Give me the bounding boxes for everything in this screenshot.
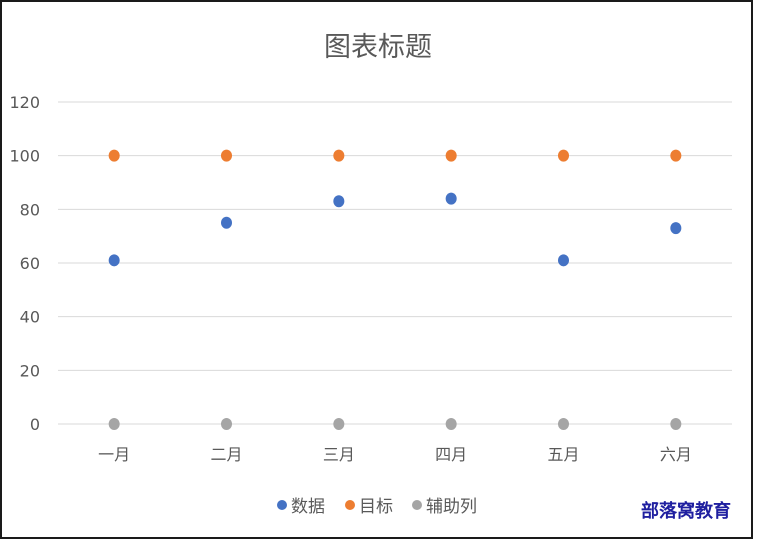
- watermark-logo: 部落窝教育: [641, 501, 731, 522]
- x-tick-label: 四月: [435, 445, 467, 464]
- point-series0-2: [333, 195, 345, 208]
- point-series0-3: [445, 192, 457, 205]
- point-series2-5: [670, 418, 682, 430]
- legend-marker: [412, 500, 422, 510]
- y-tick-label: 120: [9, 93, 40, 112]
- legend: 数据 目标 辅助列: [277, 497, 477, 517]
- point-series2-2: [333, 418, 345, 430]
- x-tick-label: 六月: [660, 445, 692, 464]
- chart-title: 图表标题: [324, 32, 432, 63]
- point-series1-5: [670, 149, 682, 162]
- y-tick-label: 60: [20, 254, 40, 273]
- point-series1-3: [445, 149, 457, 162]
- point-series2-3: [445, 418, 457, 430]
- scatter-chart: 图表标题 0 20 40 60 80 100 120 一月 二月 三月 四月 五月 六月 数据 目标 辅助…: [9, 32, 732, 517]
- y-tick-label: 0: [30, 415, 40, 434]
- gridlines: [58, 101, 732, 425]
- legend-label: 目标: [359, 497, 393, 517]
- y-axis-ticks: 0 20 40 60 80 100 120: [9, 93, 40, 434]
- x-tick-label: 三月: [323, 445, 355, 464]
- point-series1-0: [108, 149, 120, 162]
- y-tick-label: 20: [20, 361, 40, 380]
- legend-marker: [345, 500, 355, 510]
- point-series0-5: [670, 222, 682, 235]
- point-series0-0: [108, 254, 120, 267]
- point-series1-4: [558, 149, 569, 162]
- point-series2-1: [221, 418, 232, 430]
- legend-marker: [277, 500, 287, 510]
- point-series2-0: [108, 418, 120, 430]
- y-tick-label: 80: [20, 200, 40, 219]
- y-tick-label: 100: [9, 147, 40, 166]
- legend-label: 数据: [291, 497, 325, 517]
- y-tick-label: 40: [20, 308, 40, 327]
- point-series1-1: [221, 149, 232, 162]
- point-series0-1: [221, 216, 232, 229]
- point-series2-4: [558, 418, 569, 430]
- legend-label: 辅助列: [426, 497, 477, 517]
- x-tick-label: 五月: [547, 445, 579, 464]
- point-series1-2: [333, 149, 345, 162]
- x-axis-ticks: 一月 二月 三月 四月 五月 六月: [98, 445, 692, 464]
- x-tick-label: 二月: [210, 445, 242, 464]
- data-points: [108, 149, 682, 430]
- x-tick-label: 一月: [98, 445, 130, 464]
- point-series0-4: [558, 254, 569, 267]
